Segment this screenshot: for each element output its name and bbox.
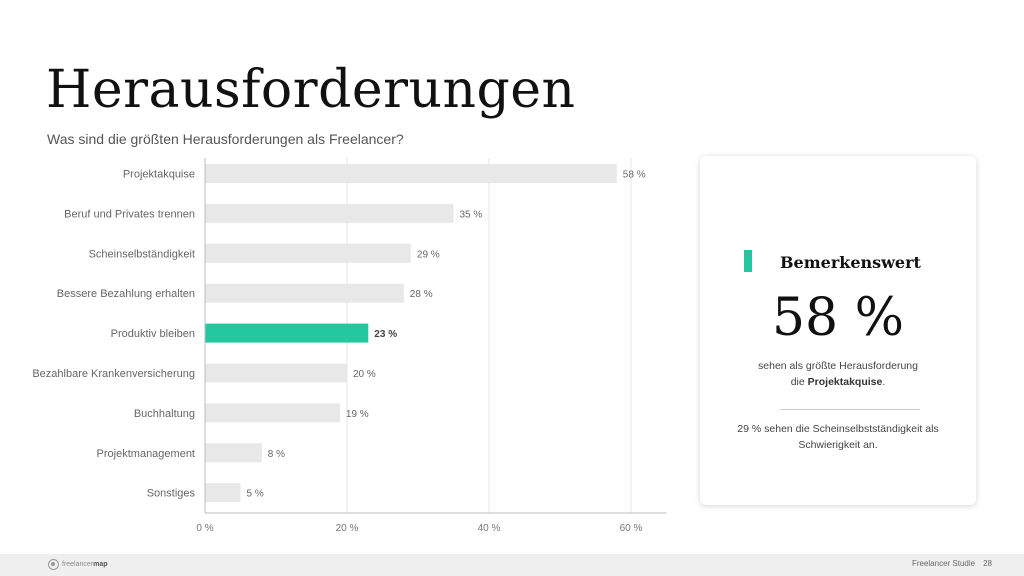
bar-7	[205, 443, 262, 463]
footer: freelancermap Freelancer Studie 28	[0, 554, 1024, 576]
x-tick-label-3: 60 %	[620, 523, 643, 534]
card-description-suffix: .	[882, 376, 886, 388]
page-title: Herausforderungen	[46, 60, 576, 120]
category-label-2: Scheinselbständigkeit	[89, 248, 195, 260]
logo-wordmark: freelancermap	[62, 561, 108, 568]
x-tick-label-2: 40 %	[478, 523, 501, 534]
x-tick-label-0: 0 %	[196, 523, 213, 534]
category-label-7: Projektmanagement	[97, 448, 195, 460]
bar-1	[205, 203, 454, 223]
bar-3	[205, 283, 404, 303]
bar-6	[205, 403, 340, 423]
value-label-3: 28 %	[410, 289, 433, 300]
card-heading: Bemerkenswert	[780, 253, 921, 272]
highlight-card: Bemerkenswert 58 % sehen als größte Hera…	[700, 156, 976, 505]
card-note: 29 % sehen die Scheinselbstständigkeit a…	[737, 423, 939, 451]
category-label-4: Produktiv bleiben	[111, 328, 195, 340]
card-description-line1: sehen als größte Herausforderung	[758, 360, 918, 372]
value-label-8: 5 %	[247, 489, 264, 500]
card-description-bold: Projektakquise	[807, 376, 883, 388]
bar-4	[205, 323, 369, 343]
bar-0	[205, 164, 617, 183]
freelancermap-logo: freelancermap	[48, 559, 108, 570]
x-tick-label-1: 20 %	[336, 523, 359, 534]
card-accent-bar	[744, 250, 752, 272]
category-label-1: Beruf und Privates trennen	[64, 208, 195, 220]
value-label-1: 35 %	[460, 209, 483, 220]
bar-chart: Projektakquise 58 % Beruf und Privates tre…	[32, 158, 667, 534]
page-number: 28	[983, 559, 992, 568]
category-label-6: Buchhaltung	[134, 408, 195, 420]
bar-2	[205, 243, 411, 263]
card-description-prefix: die	[790, 376, 808, 388]
value-label-2: 29 %	[417, 249, 440, 260]
value-label-6: 19 %	[346, 409, 369, 420]
footer-info: Freelancer Studie 28	[912, 559, 992, 568]
card-description: sehen als größte Herausforderung die Pro…	[720, 358, 956, 390]
bar-5	[205, 363, 347, 383]
category-label-5: Bezahlbare Krankenversicherung	[32, 368, 195, 380]
bar-8	[205, 483, 241, 503]
value-label-5: 20 %	[353, 369, 376, 380]
value-label-4: 23 %	[374, 329, 397, 340]
logo-icon	[48, 559, 59, 570]
category-label-0: Projektakquise	[123, 169, 195, 181]
category-label-8: Sonstiges	[147, 488, 196, 500]
page-subtitle: Was sind die größten Herausforderungen a…	[47, 131, 404, 147]
card-divider	[780, 409, 920, 410]
value-label-7: 8 %	[268, 449, 285, 460]
card-big-value: 58 %	[771, 288, 905, 348]
footer-study-label: Freelancer Studie	[911, 559, 976, 568]
value-label-0: 58 %	[623, 170, 646, 181]
category-label-3: Bessere Bezahlung erhalten	[57, 288, 195, 300]
